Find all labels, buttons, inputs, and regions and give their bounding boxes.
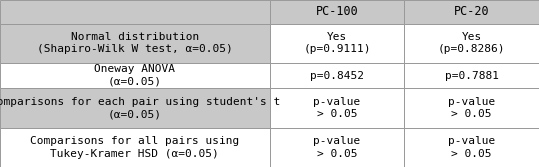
Text: p-value
> 0.05: p-value > 0.05 <box>448 97 495 119</box>
Text: p=0.7881: p=0.7881 <box>445 70 499 80</box>
Bar <box>404 24 539 63</box>
Text: Normal distribution
(Shapiro-Wilk W test, α=0.05): Normal distribution (Shapiro-Wilk W test… <box>37 32 233 54</box>
Bar <box>0 128 270 167</box>
Text: p-value
> 0.05: p-value > 0.05 <box>448 136 495 159</box>
Bar <box>270 0 404 24</box>
Bar <box>0 24 270 63</box>
Text: Comparisons for all pairs using
Tukey-Kramer HSD (α=0.05): Comparisons for all pairs using Tukey-Kr… <box>30 136 239 159</box>
Text: Yes
(p=0.9111): Yes (p=0.9111) <box>303 32 371 54</box>
Text: Oneway ANOVA
(α=0.05): Oneway ANOVA (α=0.05) <box>94 64 175 87</box>
Bar <box>0 63 270 88</box>
Bar <box>270 63 404 88</box>
Bar <box>0 0 270 24</box>
Bar <box>404 128 539 167</box>
Bar <box>404 63 539 88</box>
Text: Comparisons for each pair using student's t
(α=0.05): Comparisons for each pair using student'… <box>0 97 280 119</box>
Bar <box>0 88 270 128</box>
Text: PC-100: PC-100 <box>315 6 358 18</box>
Text: p-value
> 0.05: p-value > 0.05 <box>313 97 361 119</box>
Text: p-value
> 0.05: p-value > 0.05 <box>313 136 361 159</box>
Bar <box>404 0 539 24</box>
Text: p=0.8452: p=0.8452 <box>310 70 364 80</box>
Text: Yes
(p=0.8286): Yes (p=0.8286) <box>438 32 506 54</box>
Bar <box>404 88 539 128</box>
Text: PC-20: PC-20 <box>454 6 489 18</box>
Bar <box>270 24 404 63</box>
Bar <box>270 88 404 128</box>
Bar <box>270 128 404 167</box>
